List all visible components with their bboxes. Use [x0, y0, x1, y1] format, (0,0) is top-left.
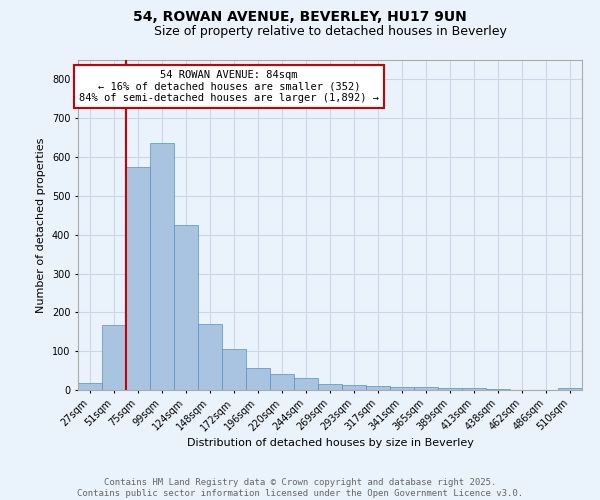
Text: Contains HM Land Registry data © Crown copyright and database right 2025.
Contai: Contains HM Land Registry data © Crown c… [77, 478, 523, 498]
Bar [270, 374, 294, 390]
Bar [294, 378, 318, 390]
Bar [558, 388, 582, 390]
Bar [126, 167, 150, 390]
Bar [366, 386, 390, 390]
Bar [318, 384, 342, 390]
Bar [198, 324, 222, 390]
Bar [174, 225, 198, 390]
Bar [414, 388, 438, 390]
Title: Size of property relative to detached houses in Beverley: Size of property relative to detached ho… [154, 25, 506, 38]
Bar [246, 368, 270, 390]
Bar [462, 388, 486, 390]
X-axis label: Distribution of detached houses by size in Beverley: Distribution of detached houses by size … [187, 438, 473, 448]
Bar [438, 388, 462, 390]
Bar [390, 386, 414, 390]
Bar [222, 349, 246, 390]
Bar [342, 386, 366, 390]
Bar [102, 325, 126, 390]
Y-axis label: Number of detached properties: Number of detached properties [37, 138, 46, 312]
Bar [78, 383, 102, 390]
Text: 54, ROWAN AVENUE, BEVERLEY, HU17 9UN: 54, ROWAN AVENUE, BEVERLEY, HU17 9UN [133, 10, 467, 24]
Bar [150, 144, 174, 390]
Bar [486, 389, 510, 390]
Text: 54 ROWAN AVENUE: 84sqm
← 16% of detached houses are smaller (352)
84% of semi-de: 54 ROWAN AVENUE: 84sqm ← 16% of detached… [79, 70, 379, 103]
